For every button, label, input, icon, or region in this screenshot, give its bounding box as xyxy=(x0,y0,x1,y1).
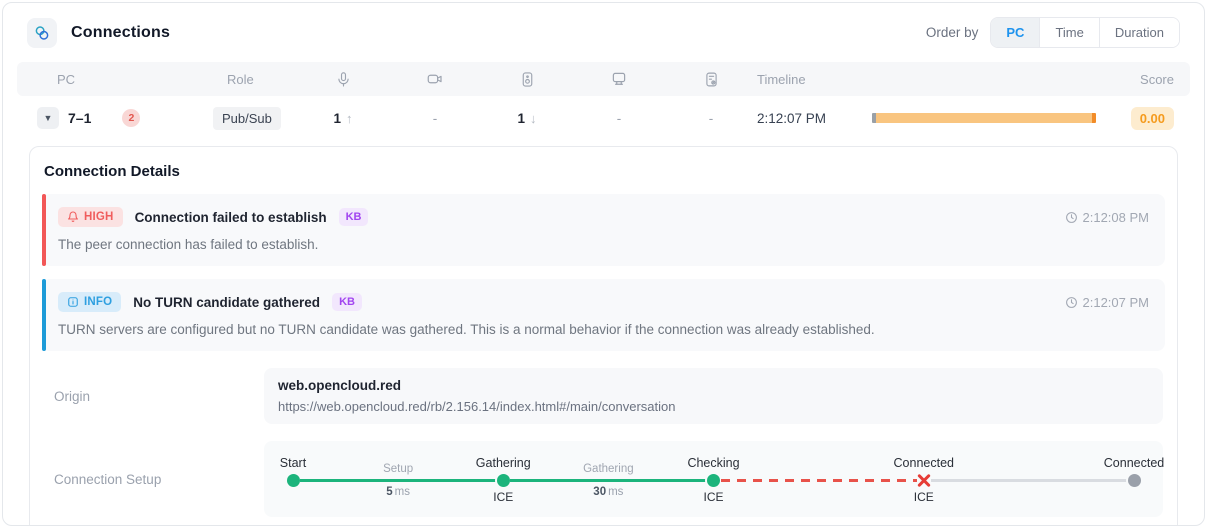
data-stat: - xyxy=(708,110,714,126)
panel-header: Connections Order by PC Time Duration xyxy=(3,3,1204,60)
setup-segment-gathering: Gathering 30 ms xyxy=(510,463,707,498)
order-by-pc-button[interactable]: PC xyxy=(991,18,1041,47)
column-header-role: Role xyxy=(227,71,254,87)
alert-description: TURN servers are configured but no TURN … xyxy=(58,322,875,337)
severity-badge-info: INFO xyxy=(58,292,122,312)
screen-stat: - xyxy=(616,110,622,126)
link-icon xyxy=(27,17,57,48)
setup-segment-failed xyxy=(720,478,917,482)
arrow-up-icon: ↑ xyxy=(346,110,353,126)
connection-setup-box: Start Setup 5 ms Gathering ICE xyxy=(264,441,1164,517)
camera-stat: - xyxy=(432,110,438,126)
arrow-down-icon: ↓ xyxy=(530,110,537,126)
origin-label: Origin xyxy=(54,388,91,404)
details-title: Connection Details xyxy=(44,163,180,180)
severity-badge-high: HIGH xyxy=(58,207,123,227)
kb-link-badge[interactable]: KB xyxy=(338,208,369,226)
alert-info: INFO No TURN candidate gathered KB 2:12:… xyxy=(42,279,1165,351)
order-by-segmented-control: PC Time Duration xyxy=(990,17,1180,48)
alert-title: Connection failed to establish xyxy=(134,209,327,225)
setup-node-connected-failed: Connected ICE xyxy=(893,456,954,504)
bell-icon xyxy=(67,211,79,223)
table-header: PC Role xyxy=(17,62,1190,96)
origin-url: https://web.opencloud.red/rb/2.156.14/in… xyxy=(278,399,676,414)
setup-timeline: Start Setup 5 ms Gathering ICE xyxy=(280,456,1164,504)
row-timeline-bar xyxy=(872,113,1105,123)
setup-node-checking: Checking ICE xyxy=(687,456,740,504)
pc-name: 7–1 xyxy=(68,110,92,126)
data-file-icon xyxy=(665,71,757,88)
alert-high: HIGH Connection failed to establish KB 2… xyxy=(42,194,1165,266)
role-tag: Pub/Sub xyxy=(213,106,281,130)
origin-box: web.opencloud.red https://web.opencloud.… xyxy=(264,368,1163,424)
score-badge: 0.00 xyxy=(1130,106,1174,130)
alert-count-badge: 2 xyxy=(122,109,141,127)
info-icon xyxy=(68,297,78,307)
screen-icon xyxy=(573,70,665,88)
mic-stat: 1 ↑ xyxy=(333,110,353,126)
origin-row: Origin web.opencloud.red https://web.ope… xyxy=(42,368,1165,424)
microphone-icon xyxy=(297,71,389,88)
connection-setup-row: Connection Setup Start Setup 5 ms xyxy=(42,441,1165,517)
row-score: 0.00 xyxy=(1105,106,1190,130)
connection-setup-label: Connection Setup xyxy=(54,471,162,487)
setup-segment-setup: Setup 5 ms xyxy=(300,463,497,498)
clock-icon xyxy=(1065,296,1077,308)
origin-host: web.opencloud.red xyxy=(278,378,402,393)
collapse-toggle-button[interactable]: ▼ xyxy=(37,107,59,129)
setup-node-gathering: Gathering ICE xyxy=(475,456,531,504)
column-header-pc: PC xyxy=(57,71,76,87)
row-start-time: 2:12:07 PM xyxy=(757,110,827,126)
failure-x-icon xyxy=(917,473,930,487)
kb-link-badge[interactable]: KB xyxy=(332,293,362,311)
clock-icon xyxy=(1065,211,1077,223)
alert-timestamp: 2:12:07 PM xyxy=(1065,295,1149,310)
speaker-stat: 1 ↓ xyxy=(517,110,537,126)
connection-details-card: Connection Details HIGH Connection faile… xyxy=(29,146,1178,525)
alert-description: The peer connection has failed to establ… xyxy=(58,237,319,252)
setup-segment-pending xyxy=(930,478,1127,482)
column-header-timeline: Timeline xyxy=(757,71,806,87)
order-by-label: Order by xyxy=(925,25,979,40)
speaker-icon xyxy=(481,71,573,88)
alert-timestamp: 2:12:08 PM xyxy=(1065,210,1149,225)
alert-title: No TURN candidate gathered xyxy=(133,294,321,310)
order-by-time-button[interactable]: Time xyxy=(1040,18,1100,47)
page-title: Connections xyxy=(71,23,171,41)
setup-node-start: Start xyxy=(280,456,306,487)
connection-row[interactable]: ▼ 7–1 2 Pub/Sub 1 ↑ - 1 ↓ - - 2:12:07 PM… xyxy=(17,96,1190,140)
order-by-duration-button[interactable]: Duration xyxy=(1099,18,1179,47)
camera-icon xyxy=(389,70,481,88)
setup-node-connected: Connected xyxy=(1104,456,1164,487)
column-header-score: Score xyxy=(1140,71,1174,87)
